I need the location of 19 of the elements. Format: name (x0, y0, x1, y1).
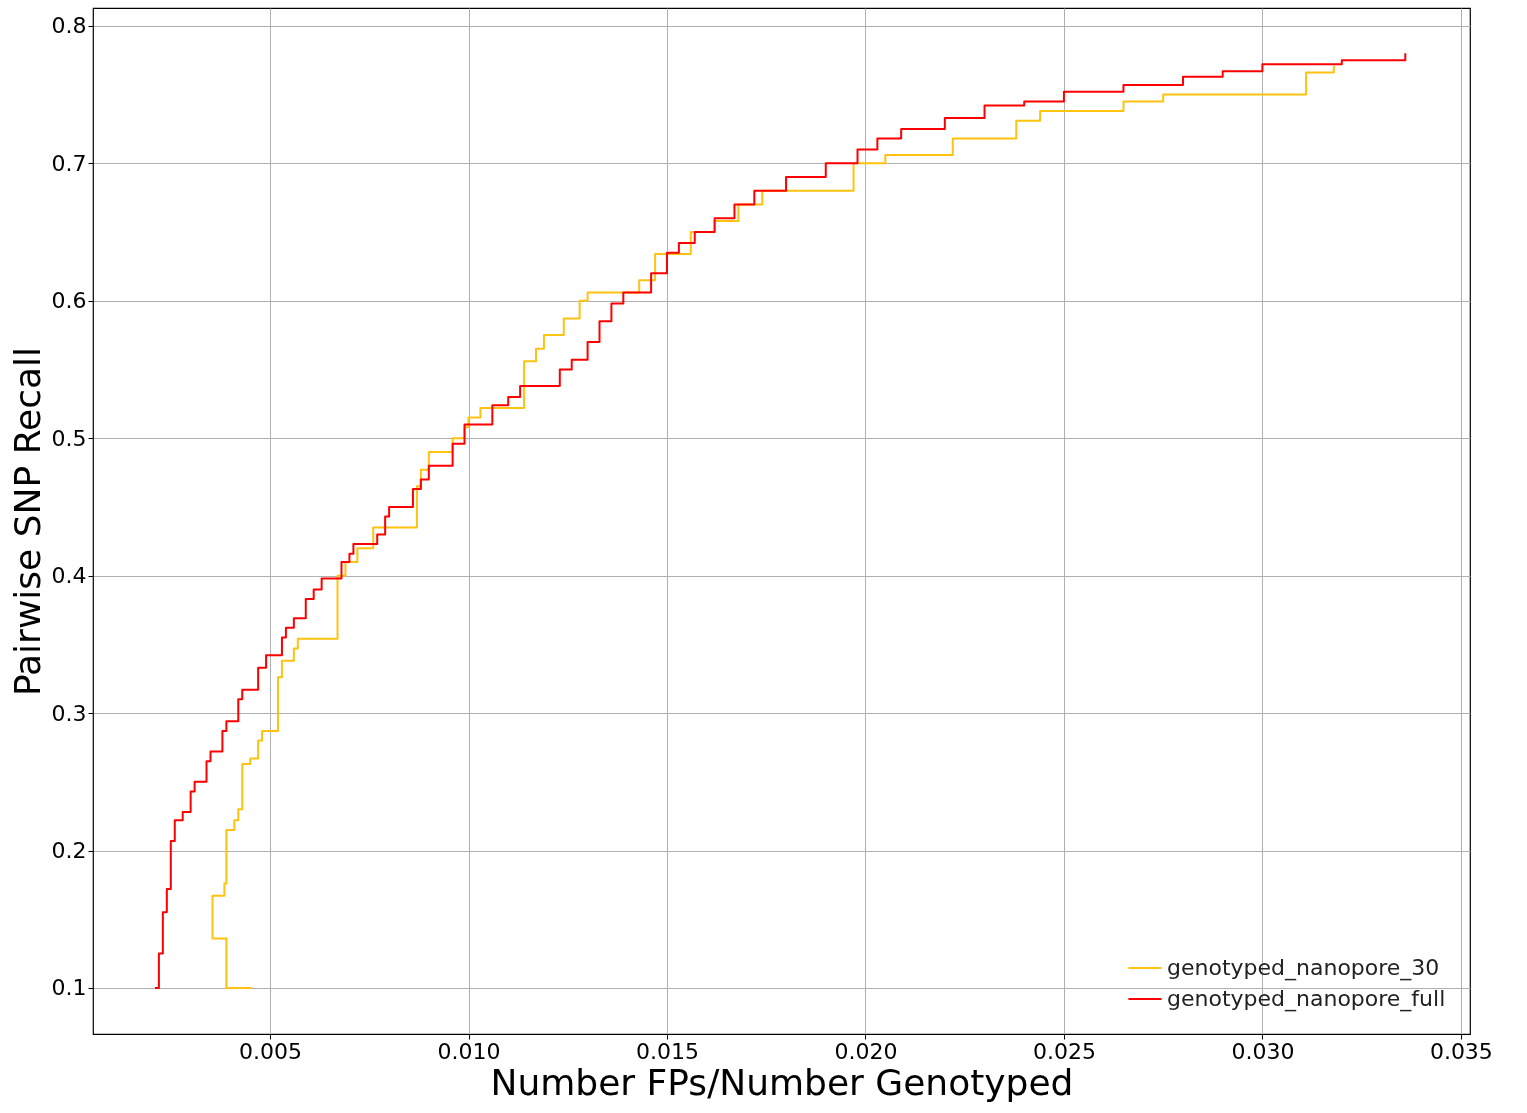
x-tick-label: 0.015 (635, 1038, 699, 1064)
x-tick-label: 0.020 (834, 1038, 898, 1064)
x-tick-label: 0.025 (1032, 1038, 1096, 1064)
y-tick-label: 0.3 (51, 700, 87, 726)
x-axis-title: Number FPs/Number Genotyped (490, 1061, 1074, 1103)
y-tick-label: 0.8 (51, 13, 87, 39)
y-tick-label: 0.6 (51, 288, 87, 314)
y-tick-label: 0.5 (51, 425, 87, 451)
y-tick-label: 0.4 (51, 563, 87, 589)
x-tick-label: 0.010 (437, 1038, 501, 1064)
x-tick-label: 0.005 (239, 1038, 303, 1064)
x-tick-label: 0.030 (1231, 1038, 1295, 1064)
y-axis-title: Pairwise SNP Recall (6, 346, 48, 697)
legend-label: genotyped_nanopore_full (1167, 986, 1446, 1012)
y-tick-label: 0.7 (51, 150, 87, 176)
x-tick-label: 0.035 (1429, 1038, 1493, 1064)
y-tick-label: 0.1 (51, 975, 87, 1001)
y-tick-label: 0.2 (51, 838, 87, 864)
legend-label: genotyped_nanopore_30 (1167, 955, 1440, 981)
